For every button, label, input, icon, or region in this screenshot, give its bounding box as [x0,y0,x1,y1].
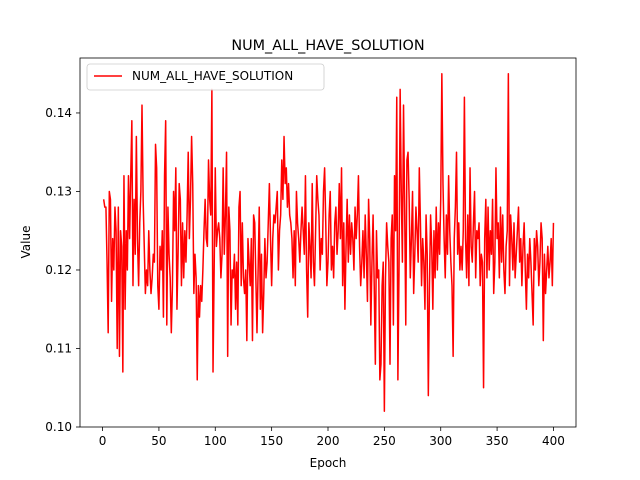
x-tick-label: 400 [542,434,565,448]
y-tick-label: 0.10 [45,420,72,434]
x-tick-label: 200 [317,434,340,448]
x-tick-label: 50 [151,434,166,448]
y-tick-label: 0.11 [45,341,72,355]
x-tick-label: 150 [260,434,283,448]
x-tick-label: 250 [373,434,396,448]
y-axis-label: Value [19,226,33,259]
legend-box [86,63,325,91]
legend: NUM_ALL_HAVE_SOLUTION [86,63,325,91]
series-line [102,72,555,413]
y-tick-label: 0.13 [45,184,72,198]
chart-title: NUM_ALL_HAVE_SOLUTION [231,38,424,54]
y-axis: 0.10 0.11 0.12 0.13 0.14 [45,106,80,434]
x-tick-label: 0 [99,434,107,448]
y-tick-label: 0.14 [45,106,72,120]
x-tick-label: 300 [429,434,452,448]
y-tick-label: 0.12 [45,263,72,277]
x-axis-label: Epoch [310,456,347,470]
plot-area [79,57,577,428]
x-tick-label: 100 [204,434,227,448]
x-axis: 0 50 100 150 200 250 300 350 400 [99,427,565,448]
x-tick-label: 350 [486,434,509,448]
legend-label: NUM_ALL_HAVE_SOLUTION [132,69,293,83]
